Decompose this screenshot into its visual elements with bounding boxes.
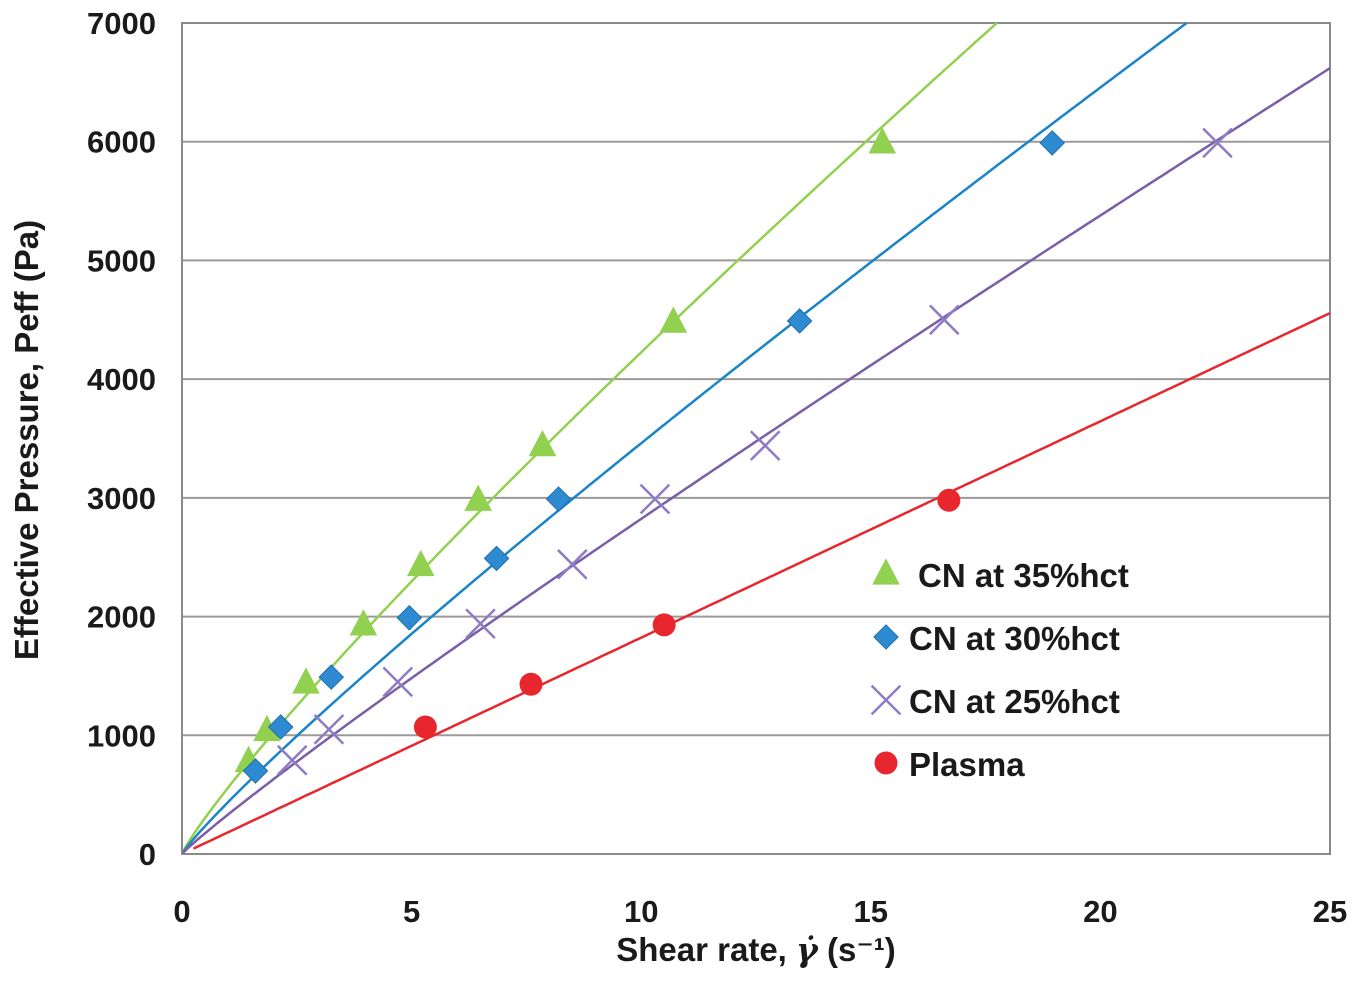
- legend-label: CN at 30%hct: [909, 620, 1120, 657]
- data-point: [253, 714, 281, 742]
- legend-label: CN at 25%hct: [909, 683, 1120, 720]
- data-point: [872, 558, 900, 585]
- x-axis-title-symbol: γ̇: [796, 930, 820, 969]
- data-markers: [234, 127, 1233, 784]
- data-point: [868, 127, 897, 154]
- data-point: [313, 714, 345, 745]
- legend-label: Plasma: [909, 746, 1025, 783]
- legend-item: CN at 35%hct: [872, 557, 1129, 594]
- fit-line: [181, 22, 998, 853]
- data-point: [786, 308, 813, 334]
- data-point: [659, 306, 688, 333]
- data-point: [413, 715, 437, 739]
- fit-lines: [181, 21, 1331, 854]
- data-point: [557, 549, 588, 580]
- x-tick-label: 25: [1313, 894, 1347, 929]
- y-tick-label: 6000: [87, 125, 156, 160]
- data-point: [396, 604, 423, 631]
- data-point: [639, 483, 671, 515]
- legend-item: CN at 30%hct: [873, 620, 1120, 657]
- x-axis-title-units: (s⁻¹): [818, 931, 896, 968]
- y-tick-label: 3000: [87, 481, 156, 516]
- data-point: [464, 484, 492, 511]
- data-point: [873, 624, 899, 650]
- data-point: [519, 672, 543, 696]
- x-tick-labels: 0 5 10 15 20 25: [173, 894, 1347, 929]
- fit-line: [182, 67, 1331, 854]
- y-tick-label: 1000: [87, 718, 156, 753]
- x-tick-label: 20: [1083, 894, 1117, 929]
- y-tick-label: 7000: [87, 6, 156, 41]
- x-axis-title: Shear rate, γ̇ (s⁻¹): [616, 930, 895, 969]
- y-tick-label: 2000: [87, 600, 156, 635]
- legend-label: CN at 35%hct: [918, 557, 1129, 594]
- y-tick-label: 0: [139, 837, 156, 872]
- data-point: [749, 430, 781, 461]
- fit-line: [181, 21, 1188, 854]
- data-point: [276, 744, 308, 776]
- data-point: [349, 609, 378, 636]
- y-axis-title: Effective Pressure, Peff (Pa): [8, 220, 45, 660]
- x-tick-label: 10: [624, 894, 658, 929]
- data-point: [242, 758, 269, 784]
- data-point: [382, 666, 414, 698]
- data-point: [1039, 130, 1065, 156]
- y-tick-label: 4000: [87, 362, 156, 397]
- data-point: [652, 613, 676, 637]
- data-point: [406, 549, 435, 577]
- data-point: [545, 486, 572, 512]
- x-tick-label: 5: [403, 894, 420, 929]
- data-point: [874, 751, 898, 775]
- data-point: [937, 488, 961, 512]
- data-point: [928, 304, 960, 336]
- legend-item: Plasma: [874, 746, 1025, 783]
- data-point: [870, 684, 902, 716]
- data-point: [318, 664, 345, 690]
- data-point: [292, 667, 320, 694]
- plot-frame: [181, 22, 1331, 855]
- data-point: [528, 429, 557, 457]
- x-tick-label: 0: [173, 894, 190, 929]
- data-point: [1202, 127, 1233, 159]
- data-point: [483, 545, 510, 572]
- legend: CN at 35%hct CN at 30%hct CN at 25%hct Plas…: [870, 557, 1129, 783]
- y-tick-labels: 0 1000 2000 3000 4000 5000 6000 7000: [87, 6, 156, 872]
- data-point: [465, 608, 496, 639]
- data-point: [267, 714, 294, 740]
- legend-item: CN at 25%hct: [870, 683, 1120, 720]
- x-tick-label: 15: [854, 894, 888, 929]
- x-axis-title-prefix: Shear rate,: [616, 931, 796, 968]
- fit-line: [192, 311, 1331, 850]
- y-tick-label: 5000: [87, 243, 156, 278]
